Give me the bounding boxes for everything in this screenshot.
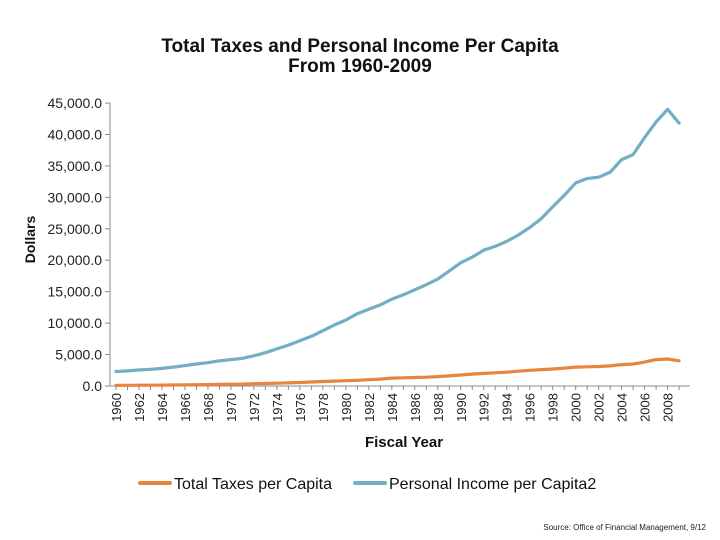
y-tick-label: 10,000.0 xyxy=(48,315,103,331)
x-tick-label: 2006 xyxy=(638,393,653,422)
y-tick-label: 25,000.0 xyxy=(48,221,103,237)
x-tick-label: 1982 xyxy=(362,393,377,422)
x-tick-label: 1986 xyxy=(408,393,423,422)
x-axis-label: Fiscal Year xyxy=(365,434,443,451)
x-tick-label: 1964 xyxy=(155,393,170,422)
x-tick-label: 1988 xyxy=(431,393,446,422)
series-lines xyxy=(114,107,681,387)
x-tick-label: 1980 xyxy=(339,393,354,422)
x-tick-label: 1968 xyxy=(201,393,216,422)
y-axis-label: Dollars xyxy=(22,216,38,264)
x-tick-label: 2000 xyxy=(569,393,584,422)
x-tick-label: 2008 xyxy=(661,393,676,422)
y-tick-label: 20,000.0 xyxy=(48,252,103,268)
x-tick-label: 1976 xyxy=(293,393,308,422)
y-tick-label: 15,000.0 xyxy=(48,284,103,300)
x-tick-label: 1970 xyxy=(224,393,239,422)
series-line-personal-income xyxy=(114,107,681,374)
x-tick-label: 1998 xyxy=(546,393,561,422)
y-tick-label: 45,000.0 xyxy=(48,95,103,111)
x-tick-label: 1974 xyxy=(270,393,285,422)
series-line-total-taxes xyxy=(114,357,681,387)
x-tick-label: 1962 xyxy=(132,393,147,422)
y-tick-label: 0.0 xyxy=(83,378,103,394)
x-tick-label: 2004 xyxy=(615,393,630,422)
chart-subtitle: From 1960-2009 xyxy=(288,56,432,77)
x-tick-label: 1972 xyxy=(247,393,262,422)
x-tick-label: 1996 xyxy=(523,393,538,422)
source-note: Source: Office of Financial Management, … xyxy=(543,523,706,532)
x-tick-label: 1978 xyxy=(316,393,331,422)
legend: Total Taxes per Capita Personal Income pe… xyxy=(138,476,596,493)
y-tick-label: 35,000.0 xyxy=(48,158,103,174)
x-tick-label: 1994 xyxy=(500,393,515,422)
x-axis: 1960 1962 1964 1966 1968 1970 1972 1974 1976 1978… xyxy=(109,385,690,451)
y-tick-label: 30,000.0 xyxy=(48,189,103,205)
legend-label: Personal Income per Capita2 xyxy=(389,476,596,493)
x-tick-label: 1990 xyxy=(454,393,469,422)
x-tick-label: 1960 xyxy=(109,393,124,422)
x-tick-label: 1992 xyxy=(477,393,492,422)
legend-label: Total Taxes per Capita xyxy=(174,476,332,493)
x-tick-label: 2002 xyxy=(592,393,607,422)
x-tick-label: 1966 xyxy=(178,393,193,422)
y-tick-label: 40,000.0 xyxy=(48,126,103,142)
y-axis: 0.0 5,000.0 10,000.0 15,000.0 20,000.0 25,000… xyxy=(22,95,111,394)
x-tick-label: 1984 xyxy=(385,393,400,422)
y-tick-label: 5,000.0 xyxy=(55,347,102,363)
chart-title: Total Taxes and Personal Income Per Capi… xyxy=(161,36,559,57)
